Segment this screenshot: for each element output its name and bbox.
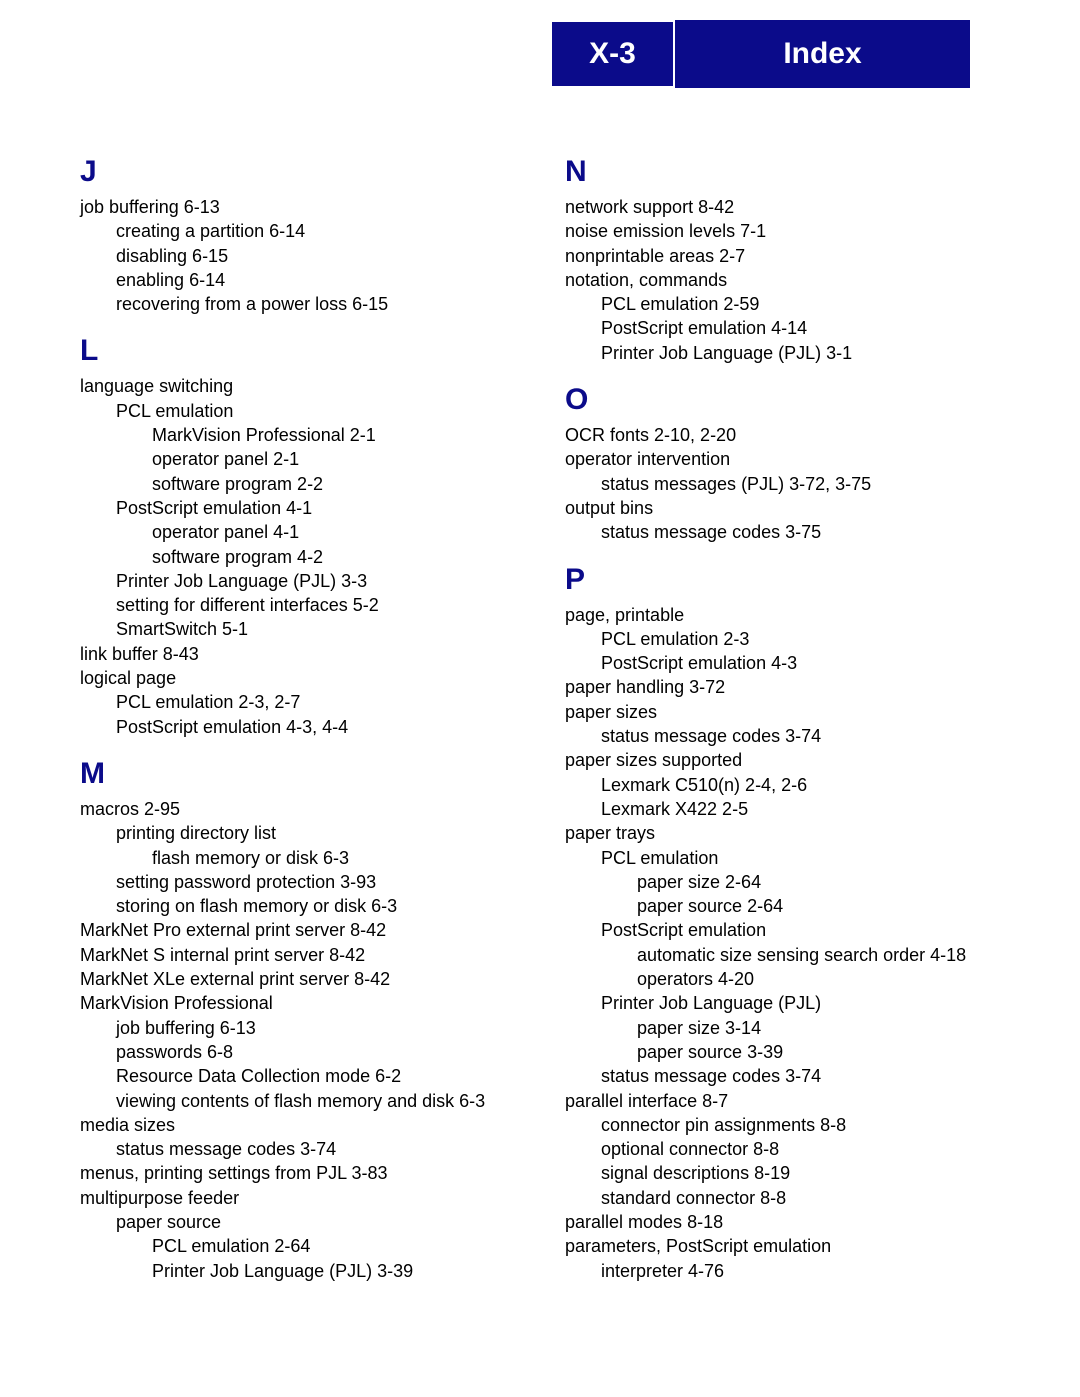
index-entry: SmartSwitch 5-1: [80, 617, 545, 641]
index-entry: PCL emulation: [80, 399, 545, 423]
header-tab-label: X-3: [589, 37, 636, 71]
index-entry: disabling 6-15: [80, 244, 545, 268]
index-entry: PCL emulation 2-3: [565, 627, 1030, 651]
index-entry: MarkNet Pro external print server 8-42: [80, 918, 545, 942]
index-entry: storing on flash memory or disk 6-3: [80, 894, 545, 918]
index-entry: operator panel 2-1: [80, 447, 545, 471]
index-entry: Printer Job Language (PJL): [565, 991, 1030, 1015]
index-entry: language switching: [80, 374, 545, 398]
index-entry: passwords 6-8: [80, 1040, 545, 1064]
index-entry: parallel interface 8-7: [565, 1089, 1030, 1113]
index-entry: job buffering 6-13: [80, 1016, 545, 1040]
index-entry: network support 8-42: [565, 195, 1030, 219]
index-entry: recovering from a power loss 6-15: [80, 292, 545, 316]
index-entry: paper sizes supported: [565, 748, 1030, 772]
index-entry: PostScript emulation 4-1: [80, 496, 545, 520]
index-entry: enabling 6-14: [80, 268, 545, 292]
index-entry: PCL emulation 2-59: [565, 292, 1030, 316]
index-entry: PostScript emulation 4-3, 4-4: [80, 715, 545, 739]
index-entry: status message codes 3-75: [565, 520, 1030, 544]
index-entry: Lexmark C510(n) 2-4, 2-6: [565, 773, 1030, 797]
index-letter: J: [80, 155, 545, 189]
index-entry: Printer Job Language (PJL) 3-3: [80, 569, 545, 593]
index-entry: PCL emulation: [565, 846, 1030, 870]
index-entry: MarkVision Professional: [80, 991, 545, 1015]
index-entry: paper source 2-64: [565, 894, 1030, 918]
index-entry: printing directory list: [80, 821, 545, 845]
index-entry: MarkNet S internal print server 8-42: [80, 943, 545, 967]
index-entry: signal descriptions 8-19: [565, 1161, 1030, 1185]
index-columns: Jjob buffering 6-13creating a partition …: [80, 155, 1030, 1357]
index-entry: status message codes 3-74: [565, 724, 1030, 748]
index-entry: PCL emulation 2-64: [80, 1234, 545, 1258]
index-letter: M: [80, 757, 545, 791]
index-letter: N: [565, 155, 1030, 189]
index-entry: software program 4-2: [80, 545, 545, 569]
index-entry: connector pin assignments 8-8: [565, 1113, 1030, 1137]
index-entry: automatic size sensing search order 4-18: [565, 943, 1030, 967]
index-entry: paper sizes: [565, 700, 1030, 724]
index-entry: paper size 2-64: [565, 870, 1030, 894]
index-entry: standard connector 8-8: [565, 1186, 1030, 1210]
index-entry: link buffer 8-43: [80, 642, 545, 666]
index-entry: multipurpose feeder: [80, 1186, 545, 1210]
index-entry: status message codes 3-74: [565, 1064, 1030, 1088]
header-tab: X-3: [550, 20, 675, 88]
index-entry: PCL emulation 2-3, 2-7: [80, 690, 545, 714]
index-entry: noise emission levels 7-1: [565, 219, 1030, 243]
index-page: X-3 Index Jjob buffering 6-13creating a …: [0, 0, 1080, 1397]
index-letter: L: [80, 334, 545, 368]
index-entry: paper source 3-39: [565, 1040, 1030, 1064]
index-entry: creating a partition 6-14: [80, 219, 545, 243]
index-entry: Lexmark X422 2-5: [565, 797, 1030, 821]
index-letter: O: [565, 383, 1030, 417]
index-entry: software program 2-2: [80, 472, 545, 496]
index-entry: page, printable: [565, 603, 1030, 627]
index-entry: job buffering 6-13: [80, 195, 545, 219]
index-entry: menus, printing settings from PJL 3-83: [80, 1161, 545, 1185]
index-entry: parameters, PostScript emulation: [565, 1234, 1030, 1258]
header-bar: X-3 Index: [550, 20, 970, 88]
index-entry: PostScript emulation 4-14: [565, 316, 1030, 340]
index-entry: notation, commands: [565, 268, 1030, 292]
index-entry: paper trays: [565, 821, 1030, 845]
index-entry: output bins: [565, 496, 1030, 520]
index-entry: status messages (PJL) 3-72, 3-75: [565, 472, 1030, 496]
index-entry: OCR fonts 2-10, 2-20: [565, 423, 1030, 447]
index-entry: macros 2-95: [80, 797, 545, 821]
index-entry: Printer Job Language (PJL) 3-39: [80, 1259, 545, 1283]
index-entry: Printer Job Language (PJL) 3-1: [565, 341, 1030, 365]
index-entry: operator panel 4-1: [80, 520, 545, 544]
index-entry: setting for different interfaces 5-2: [80, 593, 545, 617]
header-title: Index: [675, 37, 970, 71]
index-entry: flash memory or disk 6-3: [80, 846, 545, 870]
index-letter: P: [565, 563, 1030, 597]
index-entry: PostScript emulation: [565, 918, 1030, 942]
index-entry: viewing contents of flash memory and dis…: [80, 1089, 545, 1113]
index-entry: PostScript emulation 4-3: [565, 651, 1030, 675]
index-column-left: Jjob buffering 6-13creating a partition …: [80, 155, 555, 1357]
index-entry: MarkVision Professional 2-1: [80, 423, 545, 447]
index-entry: paper source: [80, 1210, 545, 1234]
index-entry: MarkNet XLe external print server 8-42: [80, 967, 545, 991]
index-entry: Resource Data Collection mode 6-2: [80, 1064, 545, 1088]
index-entry: operator intervention: [565, 447, 1030, 471]
index-entry: paper handling 3-72: [565, 675, 1030, 699]
index-entry: parallel modes 8-18: [565, 1210, 1030, 1234]
index-entry: operators 4-20: [565, 967, 1030, 991]
index-entry: setting password protection 3-93: [80, 870, 545, 894]
index-entry: optional connector 8-8: [565, 1137, 1030, 1161]
index-entry: nonprintable areas 2-7: [565, 244, 1030, 268]
index-entry: logical page: [80, 666, 545, 690]
index-column-right: Nnetwork support 8-42noise emission leve…: [555, 155, 1030, 1357]
index-entry: interpreter 4-76: [565, 1259, 1030, 1283]
index-entry: paper size 3-14: [565, 1016, 1030, 1040]
index-entry: status message codes 3-74: [80, 1137, 545, 1161]
index-entry: media sizes: [80, 1113, 545, 1137]
